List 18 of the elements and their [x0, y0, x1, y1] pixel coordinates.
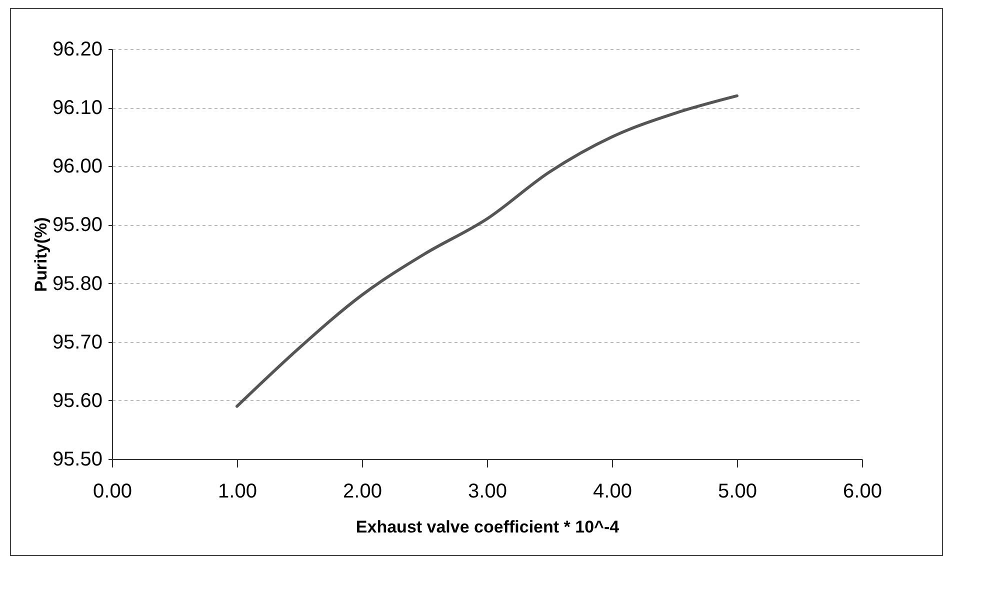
x-tick-label: 4.00 — [593, 480, 632, 502]
x-tick-label: 2.00 — [343, 480, 382, 502]
x-axis-title: Exhaust valve coefficient * 10^-4 — [356, 518, 620, 536]
line-series — [236, 94, 738, 408]
y-tick-label: 95.90 — [52, 214, 102, 236]
x-tick-label: 6.00 — [843, 480, 882, 502]
y-tick-label: 95.80 — [52, 272, 102, 295]
y-tick-label: 95.70 — [52, 331, 102, 354]
x-tick-label: 0.00 — [93, 480, 132, 502]
x-tick-label: 3.00 — [468, 480, 507, 502]
y-tick-label: 96.00 — [52, 156, 102, 178]
y-tick-label: 95.50 — [52, 448, 102, 470]
y-tick-label: 96.20 — [52, 38, 102, 60]
y-tick-label: 96.10 — [52, 97, 102, 120]
y-tick-label: 95.60 — [52, 390, 102, 412]
y-axis-title: Purity(%) — [31, 217, 50, 292]
x-tick-label: 5.00 — [718, 480, 757, 502]
x-tick-label: 1.00 — [218, 480, 257, 502]
